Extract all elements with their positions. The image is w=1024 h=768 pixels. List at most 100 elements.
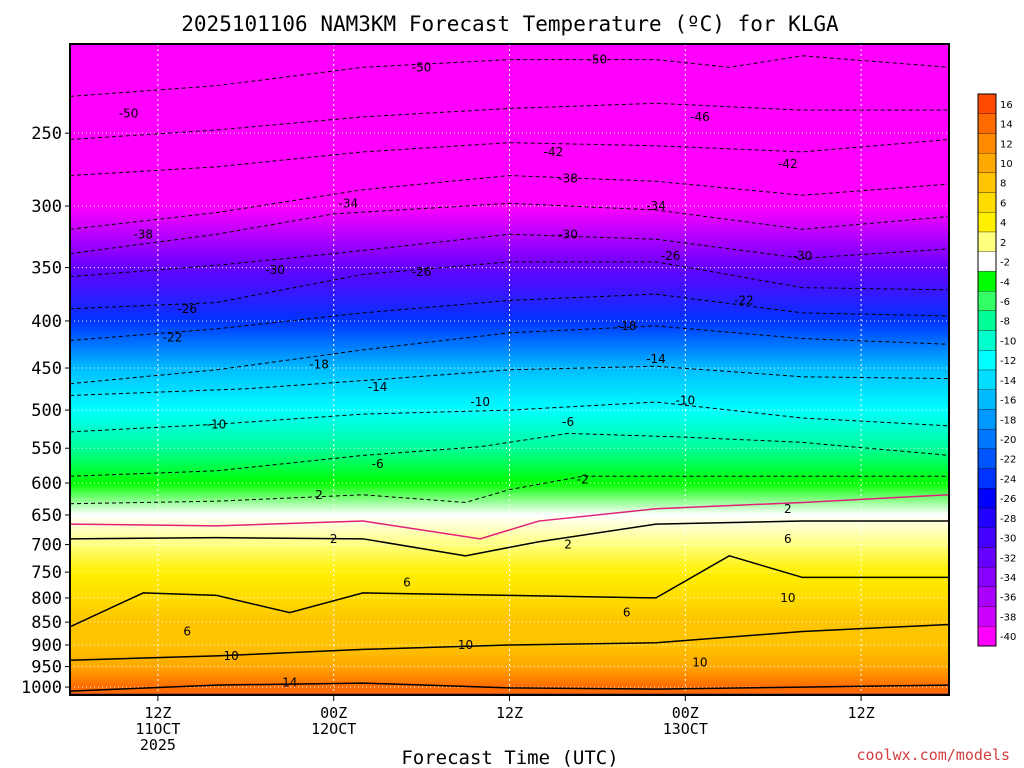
- colorbar-label: -6: [1000, 297, 1010, 308]
- x-tick-label: 11OCT: [135, 720, 180, 738]
- colorbar-swatch: [977, 290, 997, 312]
- colorbar-label: -10: [1000, 336, 1016, 347]
- colorbar-label: -12: [1000, 356, 1016, 367]
- colorbar-label: -20: [1000, 435, 1016, 446]
- x-tick-label: 12OCT: [311, 720, 356, 738]
- colorbar-swatch: [977, 547, 997, 568]
- contour-line: [70, 365, 949, 396]
- contour-label: -34: [646, 199, 666, 213]
- colorbar-swatch: [977, 212, 997, 233]
- contour-line: [70, 175, 949, 230]
- y-tick-label: 700: [31, 536, 62, 556]
- contour-label: 2: [330, 532, 338, 546]
- contour-label: -26: [661, 249, 681, 263]
- colorbar-label: 12: [1000, 139, 1013, 150]
- x-tick-label: 13OCT: [663, 720, 708, 738]
- y-tick-label: 450: [31, 359, 62, 379]
- x-tick-label: 00Z: [320, 704, 347, 722]
- colorbar-label: -38: [1000, 612, 1016, 623]
- contour-line: [70, 55, 949, 97]
- colorbar-swatch: [977, 409, 997, 430]
- contour-line: [70, 475, 949, 505]
- y-tick-label: 650: [31, 506, 62, 526]
- colorbar: 16 14 12 10 8 6 4 2 -2 -4 -6 -8 -10 -12 -14 -16 -18 -20 -2…: [977, 93, 1016, 647]
- colorbar-swatch: [977, 606, 997, 627]
- contour-label: -30: [793, 249, 813, 263]
- colorbar-swatch: [977, 389, 997, 410]
- colorbar-label: 6: [1000, 198, 1006, 209]
- colorbar-label: -26: [1000, 494, 1016, 505]
- colorbar-swatch: [977, 330, 997, 351]
- colorbar-label: -16: [1000, 396, 1016, 407]
- contour-label: -46: [690, 110, 710, 124]
- colorbar-swatch: [977, 271, 997, 292]
- contour-label: 2: [315, 488, 323, 502]
- contour-label: -6: [562, 415, 574, 429]
- y-tick-label: 500: [31, 401, 62, 421]
- contour-label: -18: [617, 319, 637, 333]
- y-tick-label: 900: [31, 636, 62, 656]
- credit-text: coolwx.com/models: [856, 746, 1010, 764]
- colorbar-swatch: [977, 251, 997, 272]
- contour-label: -50: [412, 60, 432, 74]
- colorbar-label: 10: [1000, 159, 1013, 170]
- x-axis-label: Forecast Time (UTC): [401, 747, 618, 768]
- contour-line: [70, 261, 949, 310]
- colorbar-swatch: [977, 231, 997, 252]
- x-tick-label: 12Z: [848, 704, 875, 722]
- colorbar-swatch: [977, 310, 997, 331]
- colorbar-swatch: [977, 172, 997, 193]
- x-tick-label: 12Z: [496, 704, 523, 722]
- y-tick-label: 350: [31, 259, 62, 279]
- contour-line: [70, 520, 949, 557]
- colorbar-label: -34: [1000, 573, 1016, 584]
- colorbar-swatch: [977, 586, 997, 607]
- contour-line: [70, 623, 949, 661]
- contour-label: 10: [692, 655, 707, 669]
- y-tick-label: 400: [31, 312, 62, 332]
- contour-line: [70, 432, 949, 477]
- contour-label: -10: [207, 417, 227, 431]
- colorbar-label: -36: [1000, 593, 1016, 604]
- x-tick-label: 2025: [140, 736, 176, 754]
- contour-label: -38: [133, 227, 153, 241]
- colorbar-label: 16: [1000, 100, 1013, 111]
- contour-label: -10: [675, 393, 695, 407]
- x-tick-label: 00Z: [672, 704, 699, 722]
- colorbar-swatch: [977, 93, 997, 114]
- colorbar-swatch: [977, 350, 997, 371]
- contour-label: -26: [412, 265, 432, 279]
- colorbar-swatch: [977, 488, 997, 509]
- colorbar-swatch: [977, 113, 997, 134]
- contour-label: -14: [368, 380, 388, 394]
- colorbar-swatch: [977, 626, 997, 647]
- y-tick-label: 750: [31, 563, 62, 583]
- contour-line: [70, 202, 949, 255]
- y-tick-label: 300: [31, 197, 62, 217]
- contour-label: -42: [778, 157, 798, 171]
- colorbar-label: -32: [1000, 553, 1016, 564]
- contour-line: [70, 682, 949, 692]
- contour-label: 10: [780, 591, 795, 605]
- contour-label: -42: [544, 145, 564, 159]
- colorbar-swatch: [977, 369, 997, 390]
- contour-label: -22: [734, 293, 754, 307]
- colorbar-label: -40: [1000, 632, 1016, 643]
- colorbar-label: 4: [1000, 218, 1006, 229]
- colorbar-label: 14: [1000, 120, 1013, 131]
- colorbar-label: -4: [1000, 277, 1010, 288]
- contour-line: [70, 325, 949, 385]
- contour-label: 10: [224, 649, 239, 663]
- colorbar-swatch: [977, 566, 997, 588]
- y-tick-label: 550: [31, 439, 62, 459]
- colorbar-label: -2: [1000, 258, 1010, 269]
- contour-label: 14: [282, 675, 297, 689]
- colorbar-label: -24: [1000, 474, 1016, 485]
- y-tick-label: 600: [31, 474, 62, 494]
- contour-label: 2: [784, 502, 792, 516]
- contour-label: 6: [403, 576, 411, 590]
- y-tick-label: 1000: [21, 678, 62, 698]
- colorbar-swatch: [977, 468, 997, 489]
- contour-label: 6: [784, 532, 792, 546]
- colorbar-swatch: [977, 507, 997, 528]
